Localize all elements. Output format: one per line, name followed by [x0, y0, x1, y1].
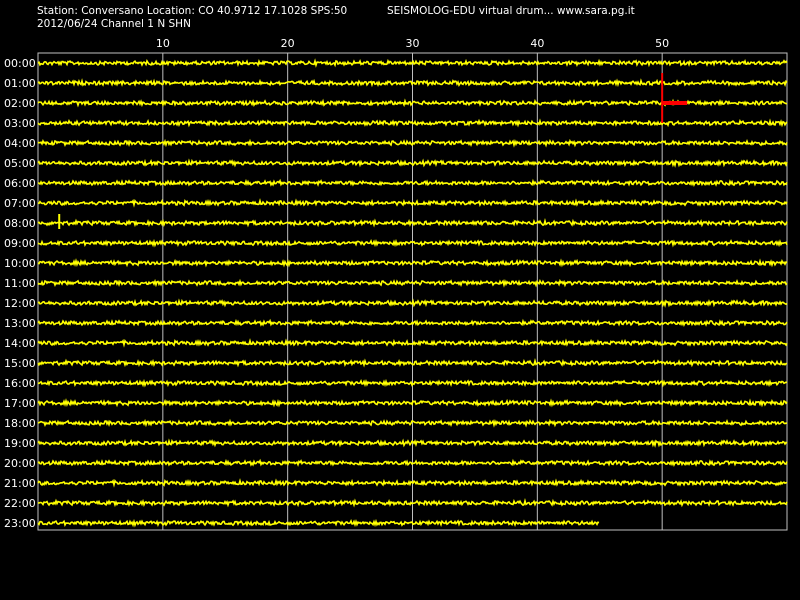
trace-row [37, 238, 788, 248]
trace-row [37, 338, 788, 348]
row-time-label: 09:00 [4, 237, 36, 250]
trace-row [37, 217, 788, 228]
trace-row [37, 138, 788, 148]
station-info: Station: Conversano Location: CO 40.9712… [37, 5, 348, 17]
row-time-label: 13:00 [4, 317, 36, 330]
row-time-label: 01:00 [4, 77, 36, 90]
trace-row [37, 178, 788, 188]
row-time-label: 20:00 [4, 457, 36, 470]
row-time-label: 17:00 [4, 397, 36, 410]
trace-row [37, 258, 788, 268]
trace-row [37, 318, 788, 328]
date-channel-info: 2012/06/24 Channel 1 N SHN [37, 18, 191, 30]
row-time-label: 23:00 [4, 517, 36, 530]
row-time-label: 16:00 [4, 377, 36, 390]
row-time-label: 19:00 [4, 437, 36, 450]
trace-row [37, 278, 788, 288]
x-tick-label: 40 [530, 37, 544, 50]
x-tick-label: 30 [406, 37, 420, 50]
row-time-label: 08:00 [4, 217, 36, 230]
row-time-label: 18:00 [4, 417, 36, 430]
trace-row [37, 398, 788, 408]
row-time-label: 04:00 [4, 137, 36, 150]
trace-row [37, 58, 788, 68]
row-time-label: 03:00 [4, 117, 36, 130]
trace-row [37, 458, 788, 468]
x-tick-label: 10 [156, 37, 170, 50]
trace-row [37, 518, 600, 528]
app-title: SEISMOLOG-EDU virtual drum... www.sara.p… [387, 5, 635, 17]
row-time-label: 11:00 [4, 277, 36, 290]
trace-row [37, 158, 788, 168]
x-tick-label: 20 [281, 37, 295, 50]
x-tick-label: 50 [655, 37, 669, 50]
row-time-label: 07:00 [4, 197, 36, 210]
trace-row [37, 497, 788, 508]
trace-row [37, 357, 788, 368]
trace-row [37, 198, 788, 208]
row-time-label: 22:00 [4, 497, 36, 510]
trace-row [37, 118, 788, 128]
trace-row [37, 418, 788, 428]
row-time-label: 14:00 [4, 337, 36, 350]
row-time-label: 21:00 [4, 477, 36, 490]
trace-row [37, 298, 788, 308]
trace-row [37, 478, 788, 488]
row-time-label: 00:00 [4, 57, 36, 70]
row-time-label: 06:00 [4, 177, 36, 190]
row-time-label: 02:00 [4, 97, 36, 110]
trace-row [37, 378, 788, 388]
row-time-label: 05:00 [4, 157, 36, 170]
row-time-label: 12:00 [4, 297, 36, 310]
row-time-label: 15:00 [4, 357, 36, 370]
row-time-label: 10:00 [4, 257, 36, 270]
trace-row [37, 438, 788, 448]
